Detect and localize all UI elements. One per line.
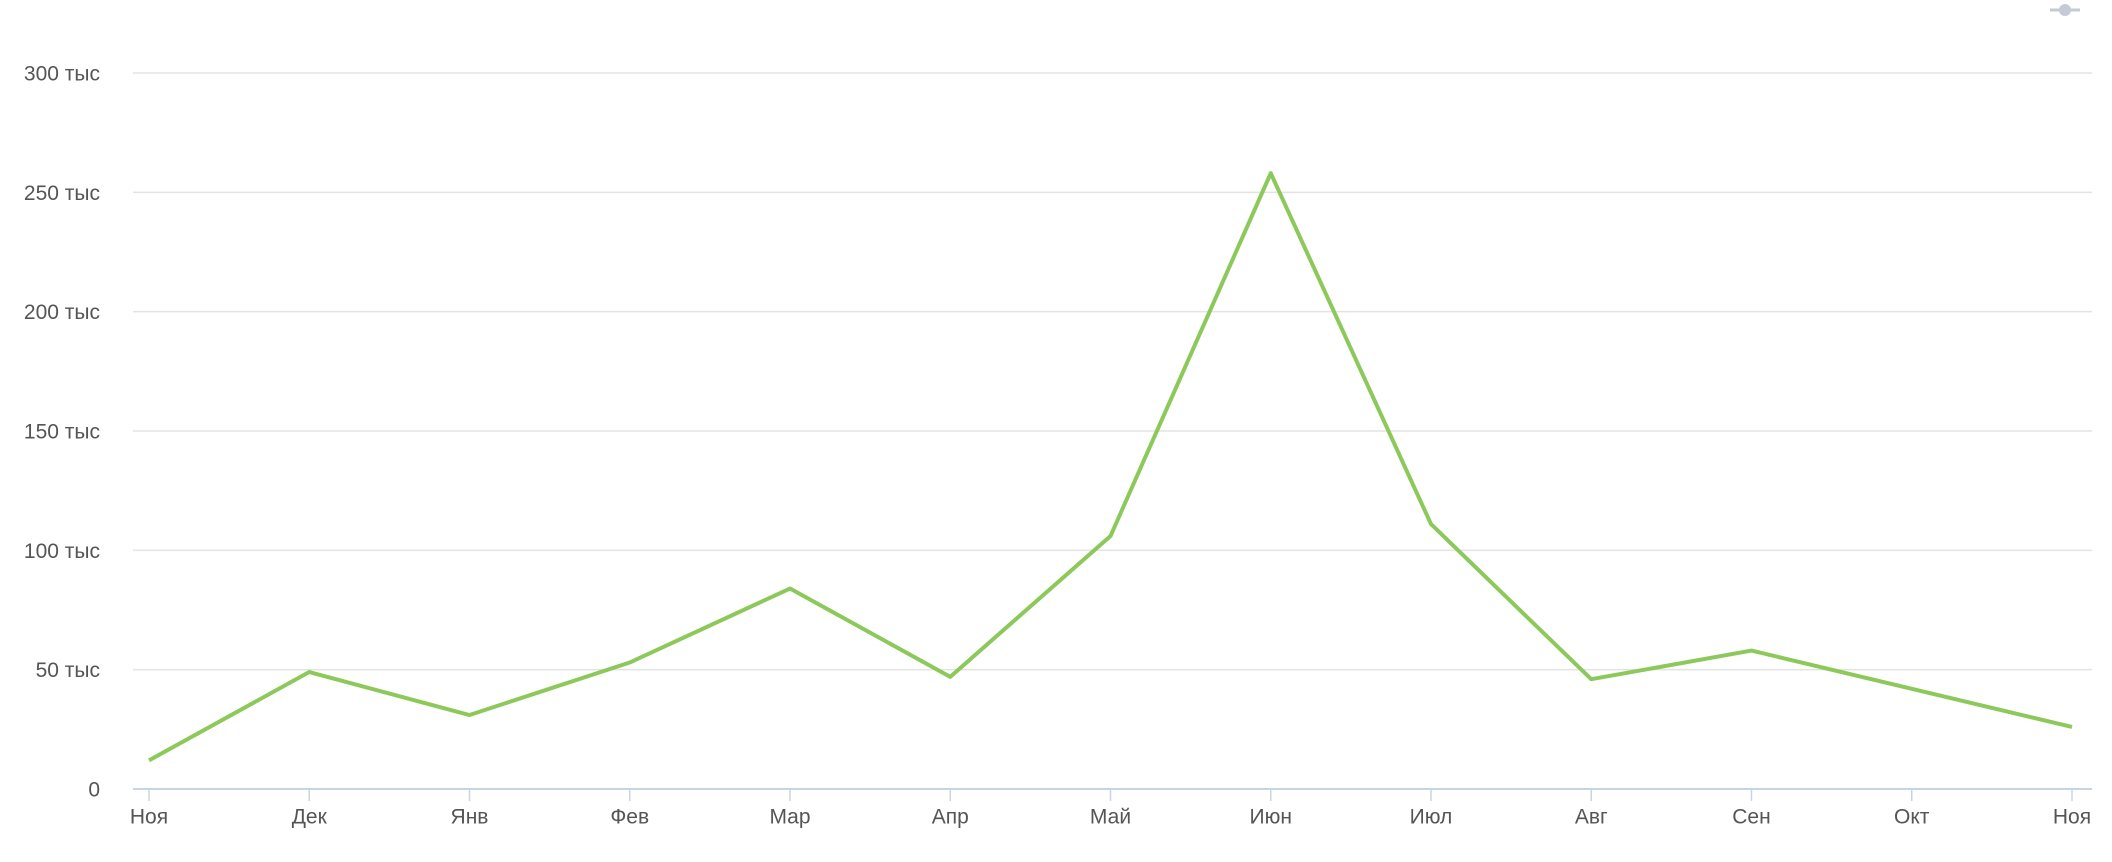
x-tick-label: Сен xyxy=(1732,806,1770,829)
x-tick-label: Ноя xyxy=(130,806,168,829)
data-line xyxy=(148,171,2073,763)
x-tick-label: Июн xyxy=(1250,806,1292,829)
x-tick-label: Окт xyxy=(1894,806,1930,829)
y-tick-label: 50 тыс xyxy=(36,659,100,682)
x-tick-label: Апр xyxy=(932,806,969,829)
y-tick-label: 0 xyxy=(88,779,100,802)
x-tick-label: Ноя xyxy=(2053,806,2091,829)
x-tick-label: Фев xyxy=(610,806,649,829)
x-tick-label: Дек xyxy=(292,806,328,829)
x-tick-label: Авг xyxy=(1575,806,1608,829)
x-tick-label: Мар xyxy=(769,806,810,829)
y-tick-label: 300 тыс xyxy=(24,63,100,86)
y-tick-label: 250 тыс xyxy=(24,182,100,205)
y-tick-label: 150 тыс xyxy=(24,421,100,444)
x-tick-label: Янв xyxy=(451,806,489,829)
legend-icon xyxy=(2050,4,2080,16)
x-tick-label: Июл xyxy=(1410,806,1453,829)
y-tick-label: 100 тыс xyxy=(24,540,100,563)
x-tick-label: Май xyxy=(1090,806,1131,829)
legend-dot xyxy=(2059,4,2071,16)
y-tick-label: 200 тыс xyxy=(24,301,100,324)
